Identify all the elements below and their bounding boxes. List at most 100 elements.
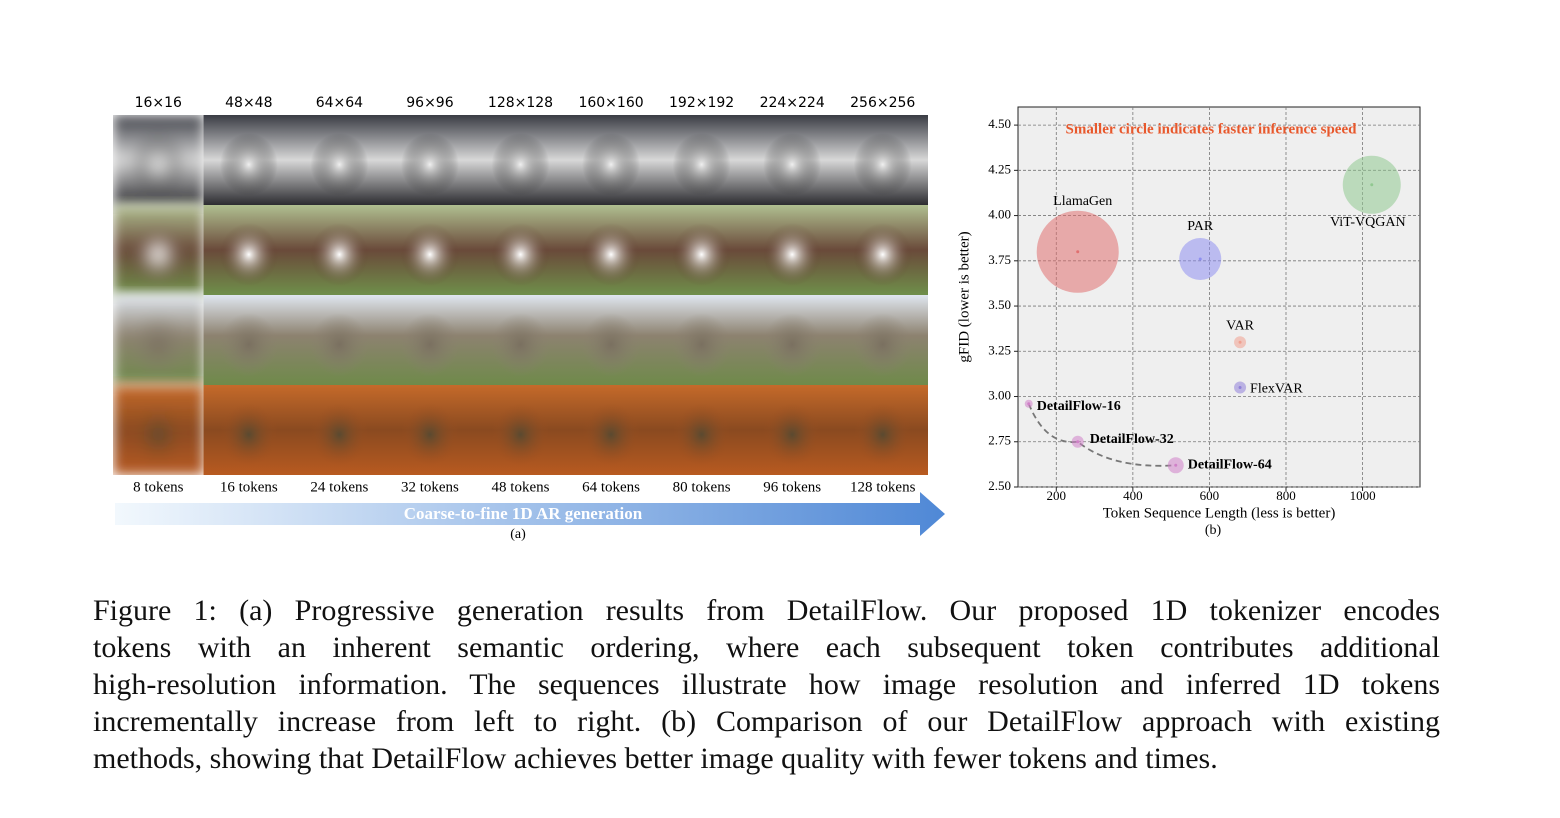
sublabel: (a) <box>510 527 526 542</box>
image-tile <box>203 295 295 385</box>
bubble-center <box>1027 402 1031 406</box>
tile-subject <box>219 223 278 286</box>
caption-line: high-resolution information. The sequenc… <box>93 668 1440 701</box>
figure: Coarse-to-fine 1D AR generation (a) 200 4… <box>113 95 1421 542</box>
image-tile <box>746 205 838 295</box>
tile-subject <box>400 223 459 286</box>
tile-subject <box>491 223 550 286</box>
tile-subject <box>129 133 188 196</box>
tile-subject <box>763 313 822 376</box>
image-tile <box>113 295 205 385</box>
caption-line: incrementally increase from left to righ… <box>93 705 1440 738</box>
y-tick-label: 2.75 <box>988 433 1011 448</box>
tile-subject <box>400 313 459 376</box>
resolution-label: 48×48 <box>225 95 272 111</box>
image-tile <box>475 115 567 205</box>
tile-subject <box>582 133 641 196</box>
image-tile <box>475 385 567 475</box>
tile-subject <box>582 313 641 376</box>
resolution-label: 224×224 <box>760 95 825 111</box>
plot: 200 400 600 800 1000 2.50 2.75 3.00 3.25 3.50 3.75… <box>956 107 1420 538</box>
tile-subject <box>310 223 369 286</box>
caption-line: Figure 1: (a) Progressive generation res… <box>93 594 1440 627</box>
sublabel: (b) <box>1205 523 1222 538</box>
tile-subject <box>763 403 822 466</box>
image-tile <box>384 295 476 385</box>
token-label: 128 tokens <box>850 479 916 495</box>
point-label: DetailFlow-64 <box>1188 458 1272 473</box>
tile-subject <box>129 223 188 286</box>
tile-subject <box>853 133 912 196</box>
tile-subject <box>219 313 278 376</box>
point-label: DetailFlow-32 <box>1090 432 1174 447</box>
tile-subject <box>763 133 822 196</box>
image-tile <box>113 115 205 205</box>
image-tile <box>746 385 838 475</box>
y-axis-label: gFID (lower is better) <box>956 231 972 362</box>
bubble-center <box>1174 463 1178 467</box>
resolution-label: 256×256 <box>850 95 915 111</box>
bubble-center <box>1370 183 1374 187</box>
image-tile <box>384 385 476 475</box>
y-tick-label: 3.00 <box>988 388 1011 403</box>
resolution-label: 192×192 <box>669 95 734 111</box>
tile-subject <box>672 223 731 286</box>
resolution-label: 16×16 <box>135 95 182 111</box>
y-tick-label: 4.50 <box>988 116 1011 131</box>
tile-subject <box>491 133 550 196</box>
resolution-label: 128×128 <box>488 95 553 111</box>
resolution-label: 64×64 <box>316 95 363 111</box>
y-tick-label: 3.50 <box>988 297 1011 312</box>
x-tick-label: 800 <box>1276 488 1296 503</box>
y-tick-label: 3.75 <box>988 252 1011 267</box>
token-label: 16 tokens <box>220 479 278 495</box>
image-tile <box>113 205 205 295</box>
tile-subject <box>582 403 641 466</box>
tile-subject <box>672 313 731 376</box>
tile-subject <box>853 223 912 286</box>
image-tile <box>475 205 567 295</box>
image-tile <box>384 205 476 295</box>
y-tick-label: 4.00 <box>988 207 1011 222</box>
image-tile <box>837 115 928 205</box>
image-tile <box>746 115 838 205</box>
arrow <box>115 492 945 536</box>
image-tile <box>656 115 748 205</box>
tile-subject <box>129 313 188 376</box>
bubble-center <box>1238 340 1242 344</box>
tile-subject <box>219 403 278 466</box>
image-tile <box>565 205 657 295</box>
image-tile <box>837 295 928 385</box>
image-tile <box>565 115 657 205</box>
bubble-center <box>1198 257 1202 261</box>
tile-subject <box>853 313 912 376</box>
caption-line: methods, showing that DetailFlow achieve… <box>93 742 1218 775</box>
bubbles <box>1024 155 1401 474</box>
tile-subject <box>582 223 641 286</box>
caption-line: tokens with an inherent semantic orderin… <box>93 631 1440 664</box>
image-tile <box>203 115 295 205</box>
y-tick-label: 3.25 <box>988 342 1011 357</box>
point-label: VAR <box>1226 318 1254 333</box>
image-grid <box>113 115 928 475</box>
point-label: FlexVAR <box>1250 382 1303 397</box>
image-tile <box>294 295 386 385</box>
x-tick-label: 400 <box>1123 488 1143 503</box>
point-label: LlamaGen <box>1053 194 1112 209</box>
bubble-center <box>1076 250 1080 254</box>
resolution-label: 160×160 <box>578 95 643 111</box>
tile-subject <box>219 133 278 196</box>
image-tile <box>565 385 657 475</box>
point-label: ViT-VQGAN <box>1330 215 1406 230</box>
tile-subject <box>672 133 731 196</box>
tile-subject <box>491 403 550 466</box>
resolution-label: 96×96 <box>406 95 453 111</box>
tile-subject <box>400 403 459 466</box>
bubble-center <box>1238 385 1242 389</box>
image-tile <box>294 205 386 295</box>
token-label: 48 tokens <box>492 479 550 495</box>
image-tile <box>384 115 476 205</box>
image-tile <box>837 205 928 295</box>
token-label: 32 tokens <box>401 479 459 495</box>
tile-subject <box>853 403 912 466</box>
